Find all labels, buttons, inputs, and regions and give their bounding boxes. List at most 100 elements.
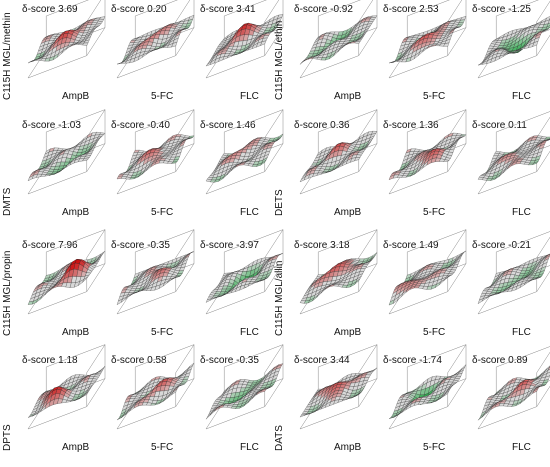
delta-score-label: δ-score 0.36 bbox=[294, 120, 350, 131]
delta-score-value: 1.49 bbox=[419, 240, 439, 251]
delta-score-prefix: δ-score bbox=[294, 355, 331, 366]
delta-score-prefix: δ-score bbox=[200, 240, 237, 251]
surface-mesh bbox=[27, 251, 106, 305]
delta-score-label: δ-score 7.96 bbox=[22, 240, 78, 251]
synergy-surface bbox=[116, 229, 195, 315]
surface-mesh bbox=[299, 130, 378, 183]
synergy-surface bbox=[205, 109, 284, 195]
surface-panel-5-fc: δ-score -0.35 5-FC bbox=[105, 229, 195, 340]
delta-score-value: 2.53 bbox=[419, 4, 439, 15]
synergy-surface bbox=[477, 0, 550, 79]
delta-score-prefix: δ-score bbox=[200, 120, 237, 131]
delta-score-label: δ-score 0.11 bbox=[472, 120, 527, 131]
surface-mesh bbox=[299, 15, 378, 65]
row-label: C115H MGL/allin bbox=[274, 260, 285, 336]
delta-score-prefix: δ-score bbox=[472, 240, 509, 251]
delta-score-prefix: δ-score bbox=[200, 355, 237, 366]
delta-score-value: 1.36 bbox=[419, 120, 439, 131]
synergy-surface bbox=[477, 111, 550, 195]
surface-panel-flc: δ-score 0.89 FLC bbox=[466, 346, 550, 455]
delta-score-prefix: δ-score bbox=[200, 4, 237, 15]
drug-axis-label: 5-FC bbox=[423, 327, 446, 338]
row-label: DATS bbox=[274, 425, 285, 451]
surface-panel-ampb: δ-score -0.92 AmpB bbox=[288, 0, 378, 104]
delta-score-value: -0.40 bbox=[147, 120, 170, 131]
surface-mesh bbox=[116, 134, 195, 180]
drug-axis-label: AmpB bbox=[334, 91, 362, 102]
synergy-surface bbox=[299, 344, 378, 430]
delta-score-value: 3.69 bbox=[58, 4, 78, 15]
surface-mesh bbox=[477, 253, 550, 305]
delta-score-prefix: δ-score bbox=[383, 240, 420, 251]
delta-score-value: 0.89 bbox=[508, 355, 528, 366]
drug-axis-label: FLC bbox=[512, 327, 531, 338]
delta-score-label: δ-score 1.49 bbox=[383, 240, 439, 251]
surface-panel-ampb: δ-score 3.69 AmpB bbox=[16, 0, 106, 104]
drug-axis-label: FLC bbox=[240, 442, 259, 453]
delta-score-label: δ-score 3.18 bbox=[294, 240, 350, 251]
drug-axis-label: FLC bbox=[240, 207, 259, 218]
delta-score-prefix: δ-score bbox=[383, 120, 420, 131]
surface-panel-flc: δ-score -0.21 FLC bbox=[466, 231, 550, 340]
delta-score-value: 7.96 bbox=[58, 240, 78, 251]
drug-axis-label: AmpB bbox=[62, 327, 90, 338]
row-label: C115H MGL/methin bbox=[2, 12, 13, 100]
surface-mesh bbox=[205, 363, 284, 420]
synergy-surface bbox=[205, 229, 284, 315]
delta-score-value: -0.21 bbox=[508, 240, 531, 251]
delta-score-prefix: δ-score bbox=[22, 355, 59, 366]
drug-axis-label: FLC bbox=[240, 91, 259, 102]
synergy-surface bbox=[299, 109, 378, 195]
drug-axis-label: 5-FC bbox=[151, 327, 174, 338]
delta-score-label: δ-score -0.35 bbox=[111, 240, 170, 251]
drug-axis-label: AmpB bbox=[62, 91, 90, 102]
delta-score-value: 1.46 bbox=[236, 120, 256, 131]
drug-axis-label: 5-FC bbox=[423, 91, 446, 102]
drug-axis-label: AmpB bbox=[334, 442, 362, 453]
surface-mesh bbox=[477, 16, 550, 66]
surface-panel-flc: δ-score -0.35 FLC bbox=[194, 344, 284, 455]
delta-score-label: δ-score 3.41 bbox=[200, 4, 256, 15]
synergy-surface bbox=[27, 229, 106, 315]
delta-score-value: -1.03 bbox=[58, 120, 81, 131]
delta-score-label: δ-score -1.74 bbox=[383, 355, 442, 366]
synergy-surface bbox=[299, 229, 378, 315]
delta-score-value: -0.35 bbox=[236, 355, 259, 366]
surface-panel-ampb: δ-score 3.18 AmpB bbox=[288, 229, 378, 340]
synergy-surface bbox=[27, 0, 106, 79]
surface-mesh bbox=[27, 131, 106, 182]
delta-score-prefix: δ-score bbox=[22, 4, 59, 15]
delta-score-label: δ-score 1.18 bbox=[22, 355, 78, 366]
row-label: DETS bbox=[274, 189, 285, 216]
synergy-surface bbox=[27, 109, 106, 195]
surface-panel-5-fc: δ-score 1.49 5-FC bbox=[377, 229, 467, 340]
delta-score-value: 0.11 bbox=[508, 120, 527, 131]
delta-score-prefix: δ-score bbox=[472, 4, 509, 15]
surface-mesh bbox=[477, 365, 550, 421]
synergy-surface bbox=[299, 0, 378, 79]
surface-mesh bbox=[27, 366, 106, 418]
drug-axis-label: 5-FC bbox=[423, 207, 446, 218]
delta-score-value: 3.18 bbox=[330, 240, 350, 251]
synergy-surface bbox=[27, 344, 106, 430]
row-label: DPTS bbox=[2, 424, 13, 451]
delta-score-label: δ-score 2.53 bbox=[383, 4, 439, 15]
surface-mesh bbox=[116, 362, 195, 421]
surface-mesh bbox=[299, 252, 378, 304]
synergy-surface bbox=[116, 109, 195, 195]
surface-mesh bbox=[388, 15, 467, 64]
surface-mesh bbox=[388, 132, 467, 180]
surface-panel-5-fc: δ-score 0.58 5-FC bbox=[105, 344, 195, 455]
delta-score-prefix: δ-score bbox=[472, 355, 509, 366]
drug-axis-label: FLC bbox=[240, 327, 259, 338]
drug-axis-label: AmpB bbox=[62, 207, 90, 218]
surface-mesh bbox=[299, 367, 378, 418]
delta-score-label: δ-score -3.97 bbox=[200, 240, 259, 251]
surface-panel-5-fc: δ-score -1.74 5-FC bbox=[377, 344, 467, 455]
surface-panel-ampb: δ-score -1.03 AmpB bbox=[16, 109, 106, 220]
delta-score-prefix: δ-score bbox=[472, 120, 509, 131]
drug-axis-label: FLC bbox=[512, 91, 531, 102]
surface-panel-ampb: δ-score 1.18 AmpB bbox=[16, 344, 106, 455]
drug-axis-label: 5-FC bbox=[151, 442, 174, 453]
drug-axis-label: AmpB bbox=[334, 207, 362, 218]
